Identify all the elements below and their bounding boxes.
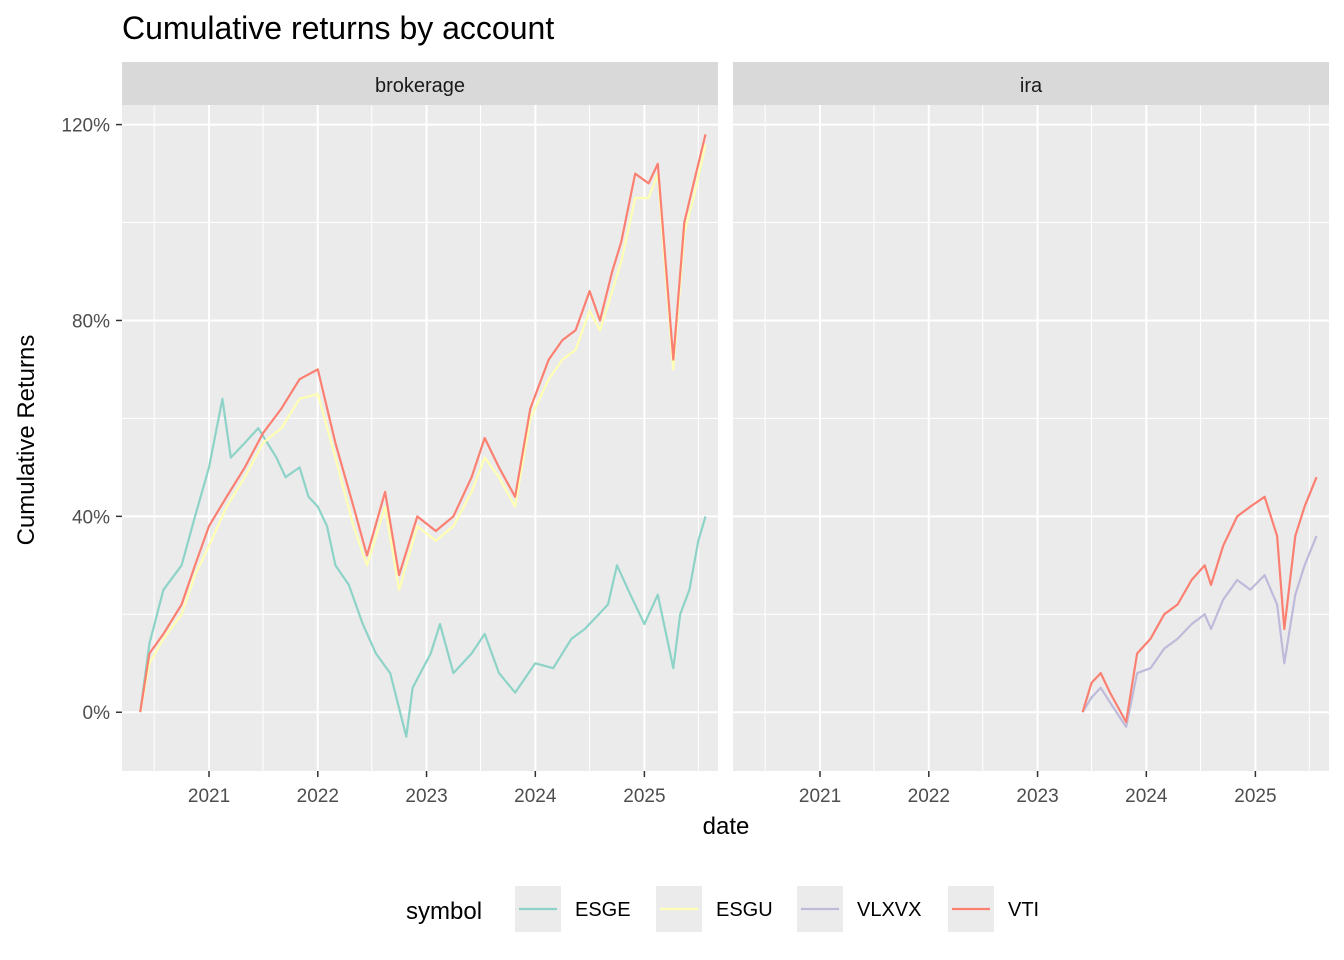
series-line-vti bbox=[139, 134, 707, 713]
legend: symbol ESGE ESGU VLXVX VTI bbox=[406, 886, 1039, 932]
panel-ira-strip bbox=[733, 62, 1329, 105]
panel-ira-lines bbox=[1081, 476, 1318, 728]
y-tick-label: 120% bbox=[61, 116, 110, 137]
panel-brokerage-strip bbox=[122, 62, 718, 105]
x-tick-label: 2024 bbox=[514, 786, 557, 807]
legend-label-vlxvx: VLXVX bbox=[857, 899, 921, 921]
panel-brokerage-lines bbox=[139, 134, 707, 738]
x-tick-label: 2024 bbox=[1125, 786, 1168, 807]
x-tick-label: 2023 bbox=[1016, 786, 1058, 807]
panel-brokerage-plot-area bbox=[122, 105, 718, 771]
panel-brokerage-label: brokerage bbox=[375, 75, 465, 97]
panel-brokerage: brokerage 2021 2022 2023 2024 2025 bbox=[122, 62, 718, 807]
y-tick-label: 40% bbox=[72, 507, 110, 528]
series-line-esgu bbox=[139, 143, 707, 713]
series-line-vti bbox=[1081, 476, 1318, 724]
y-axis-label: Cumulative Returns bbox=[13, 335, 40, 546]
panel-ira-plot-area bbox=[733, 105, 1329, 771]
panel-ira: ira 2021 2022 2023 2024 2025 bbox=[733, 62, 1329, 807]
series-line-esge bbox=[139, 397, 707, 738]
panel-brokerage-x-ticks: 2021 2022 2023 2024 2025 bbox=[188, 771, 666, 807]
x-axis-label: date bbox=[703, 813, 750, 840]
x-tick-label: 2021 bbox=[799, 786, 841, 807]
panel-ira-label: ira bbox=[1020, 75, 1043, 97]
panel-ira-grid-major bbox=[733, 105, 1329, 771]
x-tick-label: 2025 bbox=[1234, 786, 1276, 807]
panel-ira-grid-minor bbox=[733, 105, 1329, 771]
panel-brokerage-grid-major bbox=[122, 105, 718, 771]
panel-ira-x-ticks: 2021 2022 2023 2024 2025 bbox=[799, 771, 1277, 807]
x-tick-label: 2022 bbox=[297, 786, 339, 807]
chart-title: Cumulative returns by account bbox=[122, 10, 554, 46]
y-tick-label: 0% bbox=[83, 703, 111, 724]
y-axis-ticks: 0% 40% 80% 120% bbox=[61, 116, 122, 724]
x-tick-label: 2023 bbox=[405, 786, 447, 807]
legend-label-esgu: ESGU bbox=[716, 899, 773, 921]
x-tick-label: 2025 bbox=[623, 786, 665, 807]
x-tick-label: 2022 bbox=[908, 786, 950, 807]
legend-title: symbol bbox=[406, 898, 482, 925]
panel-brokerage-grid-minor bbox=[122, 105, 718, 771]
legend-label-vti: VTI bbox=[1008, 899, 1039, 921]
y-tick-label: 80% bbox=[72, 311, 110, 332]
legend-keys: ESGE ESGU VLXVX VTI bbox=[515, 886, 1039, 932]
legend-label-esge: ESGE bbox=[575, 899, 631, 921]
series-line-vlxvx bbox=[1081, 535, 1318, 728]
x-tick-label: 2021 bbox=[188, 786, 230, 807]
